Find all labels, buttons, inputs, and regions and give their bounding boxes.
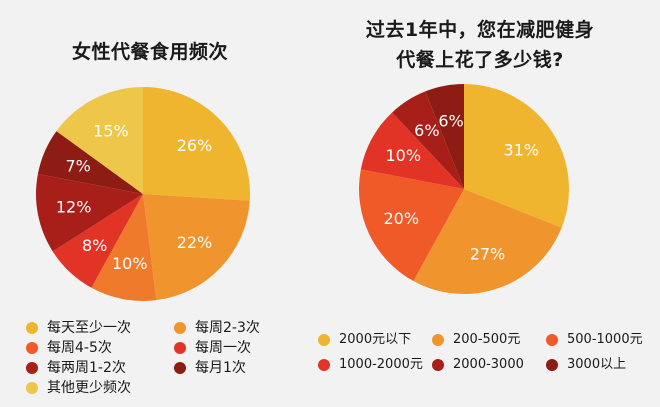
pie-slice: [37, 131, 143, 194]
spending-legend: 2000元以下 200-500元 500-1000元 1000-2000元 2000-3…: [318, 330, 660, 380]
legend-swatch: [174, 362, 186, 374]
legend-item: 500-1000元: [546, 330, 643, 350]
pie-slice: [143, 194, 250, 301]
slice-value-label: 22%: [177, 233, 213, 252]
legend-swatch: [432, 359, 444, 371]
slice-value-label: 15%: [93, 122, 129, 141]
pie-slice: [91, 194, 157, 301]
frequency-legend: 每天至少一次 每周2-3次每周4-5次 每周一次每两周1-2次 每月1次其他更少频次: [26, 318, 300, 398]
legend-label: 200-500元: [453, 332, 521, 347]
legend-item: 3000以上: [546, 355, 626, 375]
slice-value-label: 26%: [177, 136, 213, 155]
legend-item: 每月1次: [174, 358, 246, 378]
slice-value-label: 10%: [385, 146, 421, 165]
pie-slice: [464, 84, 569, 228]
pie-slice: [143, 87, 250, 201]
legend-swatch: [174, 322, 186, 334]
legend-label: 500-1000元: [567, 332, 643, 347]
legend-item: 每两周1-2次: [26, 358, 126, 378]
legend-swatch: [174, 342, 186, 354]
legend-item: 200-500元: [432, 330, 520, 350]
legend-swatch: [26, 362, 38, 374]
legend-item: 其他更少频次: [26, 378, 131, 398]
pie-slice: [425, 84, 464, 189]
legend-item: 2000元以下: [318, 330, 411, 350]
legend-item: 每周一次: [174, 338, 251, 358]
slice-value-label: 8%: [82, 236, 107, 255]
legend-label: 2000元以下: [339, 332, 412, 347]
legend-swatch: [432, 334, 444, 346]
pie-slice: [52, 194, 143, 288]
legend-swatch: [26, 382, 38, 394]
frequency-chart-panel: 女性代餐食用频次 26% 22% 10% 8% 12% 7% 15% 每天至少一次 每周2-3…: [0, 0, 300, 407]
legend-swatch: [546, 334, 558, 346]
legend-label: 2000-3000: [453, 357, 524, 372]
spending-pie: 31% 27% 20% 10% 6%6%: [359, 84, 569, 294]
slice-value-label: 31%: [504, 141, 540, 160]
pie-slice: [392, 91, 464, 189]
legend-swatch: [318, 334, 330, 346]
legend-label: 每周4-5次: [47, 340, 112, 356]
pie-slice: [36, 173, 144, 252]
legend-label: 其他更少频次: [47, 380, 131, 396]
legend-item: 每天至少一次: [26, 318, 131, 338]
slice-value-label: 12%: [56, 198, 92, 217]
slice-value-label: 10%: [112, 254, 148, 273]
slice-value-label: 6%: [414, 121, 439, 140]
slice-value-label: 6%: [438, 111, 463, 130]
slice-value-label: 20%: [384, 209, 420, 228]
pie-slice: [360, 112, 464, 189]
frequency-pie: 26% 22% 10% 8% 12% 7%15%: [36, 87, 250, 301]
spending-chart-panel: 过去1年中，您在减肥健身 代餐上花了多少钱? 31% 27% 20% 10% 6% 6% …: [300, 0, 660, 407]
pie-slice: [56, 87, 143, 194]
legend-label: 每月1次: [195, 360, 246, 376]
legend-label: 每周2-3次: [195, 320, 260, 336]
pie-slice: [413, 189, 562, 294]
legend-item: 每周4-5次: [26, 338, 112, 358]
slice-value-label: 7%: [65, 156, 90, 175]
legend-label: 每周一次: [195, 340, 251, 356]
legend-swatch: [26, 342, 38, 354]
legend-label: 每两周1-2次: [47, 360, 126, 376]
chart-title: 过去1年中，您在减肥健身 代餐上花了多少钱?: [365, 19, 595, 71]
pie-slice: [359, 169, 464, 282]
chart-title: 女性代餐食用频次: [71, 41, 228, 63]
legend-item: 1000-2000元: [318, 355, 423, 375]
legend-swatch: [546, 359, 558, 371]
legend-label: 1000-2000元: [339, 357, 423, 372]
legend-item: 每周2-3次: [174, 318, 260, 338]
legend-swatch: [26, 322, 38, 334]
legend-swatch: [318, 359, 330, 371]
slice-value-label: 27%: [470, 245, 506, 264]
legend-item: 2000-3000: [432, 355, 524, 375]
legend-label: 3000以上: [567, 357, 627, 372]
legend-label: 每天至少一次: [47, 320, 131, 336]
